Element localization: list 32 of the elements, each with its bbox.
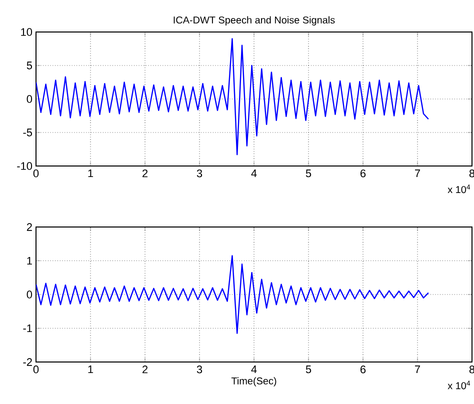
y-tick-label: 0 (26, 290, 32, 298)
x-tick-label: 0 (33, 366, 39, 374)
chart-title: ICA-DWT Speech and Noise Signals (174, 16, 335, 26)
line-series (36, 255, 430, 334)
x-tick-label: 1 (88, 366, 94, 374)
x-axis-title: Time(Sec) (231, 377, 276, 386)
y-tick-label: 0 (26, 95, 32, 103)
y-tick-label: 2 (26, 223, 32, 231)
text: x 10$^{4}$ (448, 184, 470, 194)
line-series (36, 38, 430, 156)
y-tick-label: -1 (23, 324, 32, 332)
x-tick-label: 2 (142, 366, 148, 374)
y-tick-label: -5 (23, 128, 32, 136)
x-tick-label: 6 (360, 366, 366, 374)
x-tick-label: 2 (142, 170, 148, 178)
y-tick-label: 1 (27, 256, 32, 265)
text: x 10$^{4}$ (448, 380, 470, 390)
y-tick-label: -2 (23, 358, 32, 366)
y-tick-label: 10 (21, 28, 32, 36)
x-tick-label: 5 (306, 366, 312, 374)
x-tick-label: 3 (196, 170, 202, 178)
x-tick-label: 4 (251, 170, 257, 178)
x-tick-label: 3 (196, 366, 202, 374)
y-tick-label: -10 (17, 162, 32, 170)
x-tick-label: 0 (33, 170, 39, 178)
x-tick-label: 5 (306, 170, 312, 178)
x-tick-label: 1 (88, 170, 94, 178)
y-tick-label: 5 (26, 62, 32, 70)
x-tick-label: 7 (415, 170, 420, 178)
x-tick-label: 4 (251, 366, 257, 374)
x-tick-label: 7 (415, 366, 420, 374)
x-tick-label: 6 (360, 170, 366, 178)
